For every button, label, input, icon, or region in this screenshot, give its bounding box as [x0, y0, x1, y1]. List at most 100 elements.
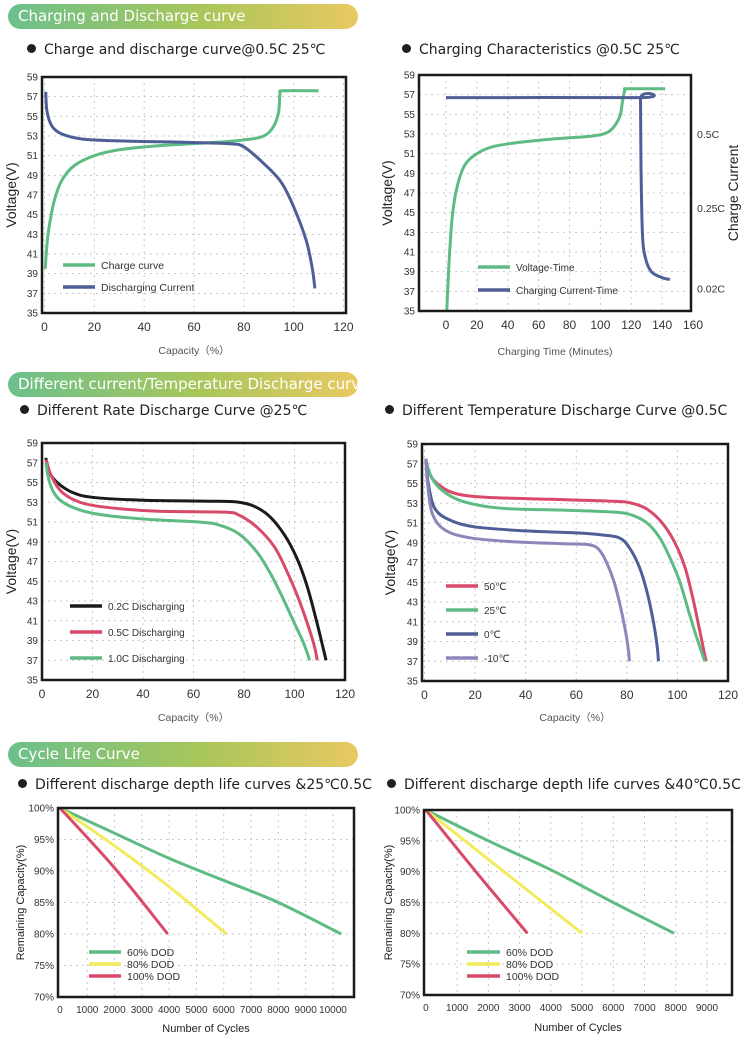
y-tick-label: 43: [404, 228, 416, 239]
x-tick-label: 20: [88, 320, 102, 334]
series-line-2: [424, 808, 583, 935]
x-axis-label: Charging Time (Minutes): [498, 346, 613, 358]
chart-title-text: Different Temperature Discharge Curve @0…: [402, 403, 728, 419]
legend-label: 50℃: [484, 582, 506, 593]
y-tick-label: 45: [407, 578, 419, 589]
x-tick-label: 120: [621, 318, 641, 332]
x-tick-label: 0: [39, 687, 46, 701]
x-tick-label: 5000: [571, 1003, 594, 1014]
y-tick-label: 49: [407, 538, 419, 549]
chart-title-4: Different Temperature Discharge Curve @0…: [385, 403, 727, 419]
y-tick-label: 37: [27, 289, 39, 300]
x-tick-label: 1000: [446, 1003, 469, 1014]
y-tick-label: 51: [27, 518, 39, 529]
series-line-2: [424, 460, 707, 662]
y-tick-label: 59: [407, 440, 419, 451]
y-tick-label: 55: [404, 110, 416, 121]
y-tick-label: 47: [27, 191, 39, 202]
x-tick-label: 9000: [295, 1005, 318, 1016]
chart-title-text: Different discharge depth life curves &2…: [35, 777, 372, 793]
x-tick-label: 8000: [665, 1003, 688, 1014]
bullet-icon: [402, 44, 411, 53]
y-tick-label: 57: [27, 92, 39, 103]
y2-tick-label: 0.02C: [697, 283, 725, 295]
chart-title-text: Different Rate Discharge Curve @25℃: [37, 403, 308, 419]
y-tick-label: 51: [404, 149, 416, 160]
series-line-2: [446, 92, 671, 281]
x-tick-label: 0: [423, 1003, 429, 1014]
x-tick-label: 6000: [602, 1003, 625, 1014]
plot-frame: [420, 442, 730, 683]
y-tick-label: 57: [404, 90, 416, 101]
y-tick-label: 55: [27, 478, 39, 489]
x-tick-label: 40: [137, 320, 151, 334]
x-tick-label: 60: [532, 318, 546, 332]
y-tick-label: 45: [27, 577, 39, 588]
y-tick-label: 85%: [34, 898, 54, 909]
y-tick-label: 59: [27, 73, 39, 84]
y-tick-label: 49: [27, 171, 39, 182]
y-tick-label: 53: [27, 498, 39, 509]
x-axis-label: Number of Cycles: [162, 1023, 250, 1035]
bullet-icon: [387, 779, 396, 788]
y-tick-label: 90%: [34, 867, 54, 878]
y-tick-label: 45: [404, 208, 416, 219]
series-line-1: [425, 808, 675, 935]
series-line-4: [424, 458, 631, 662]
bullet-icon: [18, 779, 27, 788]
y-tick-label: 100%: [394, 806, 420, 817]
y2-tick-label: 0.25C: [697, 203, 725, 215]
x-tick-label: 2000: [477, 1003, 500, 1014]
y-tick-label: 35: [404, 307, 416, 318]
y-axis-label: Voltage(V): [382, 530, 398, 595]
bullet-icon: [385, 405, 394, 414]
x-axis-label: Capacity（%）: [158, 345, 229, 357]
chart-5: 70% 75% 80% 85% 90% 95% 100% 0 1000 2000 3000 4000 5…: [15, 804, 356, 1035]
y-tick-label: 57: [27, 458, 39, 469]
x-tick-label: 20: [470, 318, 484, 332]
y-tick-label: 43: [407, 598, 419, 609]
y-tick-label: 45: [27, 210, 39, 221]
x-tick-label: 4000: [540, 1003, 563, 1014]
y-tick-label: 39: [27, 636, 39, 647]
y-tick-label: 35: [407, 677, 419, 688]
x-tick-label: 80: [237, 320, 251, 334]
plot-frame: [40, 75, 348, 315]
y-tick-label: 41: [27, 250, 39, 261]
y-tick-label: 47: [27, 557, 39, 568]
series-line-2: [59, 806, 228, 936]
y-tick-label: 49: [27, 537, 39, 548]
chart-3: 35 37 39 41 43 45 47 49 51 53 55 57 59 0 20 40 60 80 100 12…: [3, 439, 355, 725]
x-tick-label: 0: [421, 688, 428, 702]
x-tick-label: 140: [652, 318, 672, 332]
legend: 0.2C Discharging 0.5C Discharging 1.0C Dis…: [70, 602, 185, 665]
chart-title-text: Different discharge depth life curves &4…: [404, 777, 741, 793]
x-tick-label: 100: [284, 320, 304, 334]
y-tick-label: 43: [27, 597, 39, 608]
x-tick-label: 60: [570, 688, 584, 702]
legend-label: 100% DOD: [506, 971, 560, 983]
y-tick-label: 37: [407, 657, 419, 668]
section-banner-cycle-life: Cycle Life Curve: [8, 742, 358, 767]
y-tick-label: 53: [27, 132, 39, 143]
y-tick-label: 39: [27, 269, 39, 280]
y-tick-label: 80%: [400, 929, 420, 940]
legend-label: 80% DOD: [506, 959, 554, 971]
legend-label: 1.0C Discharging: [108, 654, 185, 665]
y-tick-label: 59: [27, 439, 39, 450]
x-tick-label: 7000: [240, 1005, 263, 1016]
y-tick-label: 95%: [34, 835, 54, 846]
y-tick-label: 51: [27, 151, 39, 162]
legend-label: 0.2C Discharging: [108, 602, 185, 613]
legend: Charge curve Discharging Current: [63, 260, 194, 294]
chart-6: 70% 75% 80% 85% 90% 95% 100% 0 1000 2000 3000 4000 5…: [383, 806, 734, 1034]
series-line-1: [445, 87, 666, 312]
x-tick-label: 80: [620, 688, 634, 702]
x-tick-label: 4000: [158, 1005, 181, 1016]
series-line-1: [424, 458, 708, 662]
chart-title-3: Different Rate Discharge Curve @25℃: [20, 403, 307, 419]
x-tick-label: 20: [468, 688, 482, 702]
x-tick-label: 8000: [267, 1005, 290, 1016]
y-tick-label: 37: [404, 287, 416, 298]
